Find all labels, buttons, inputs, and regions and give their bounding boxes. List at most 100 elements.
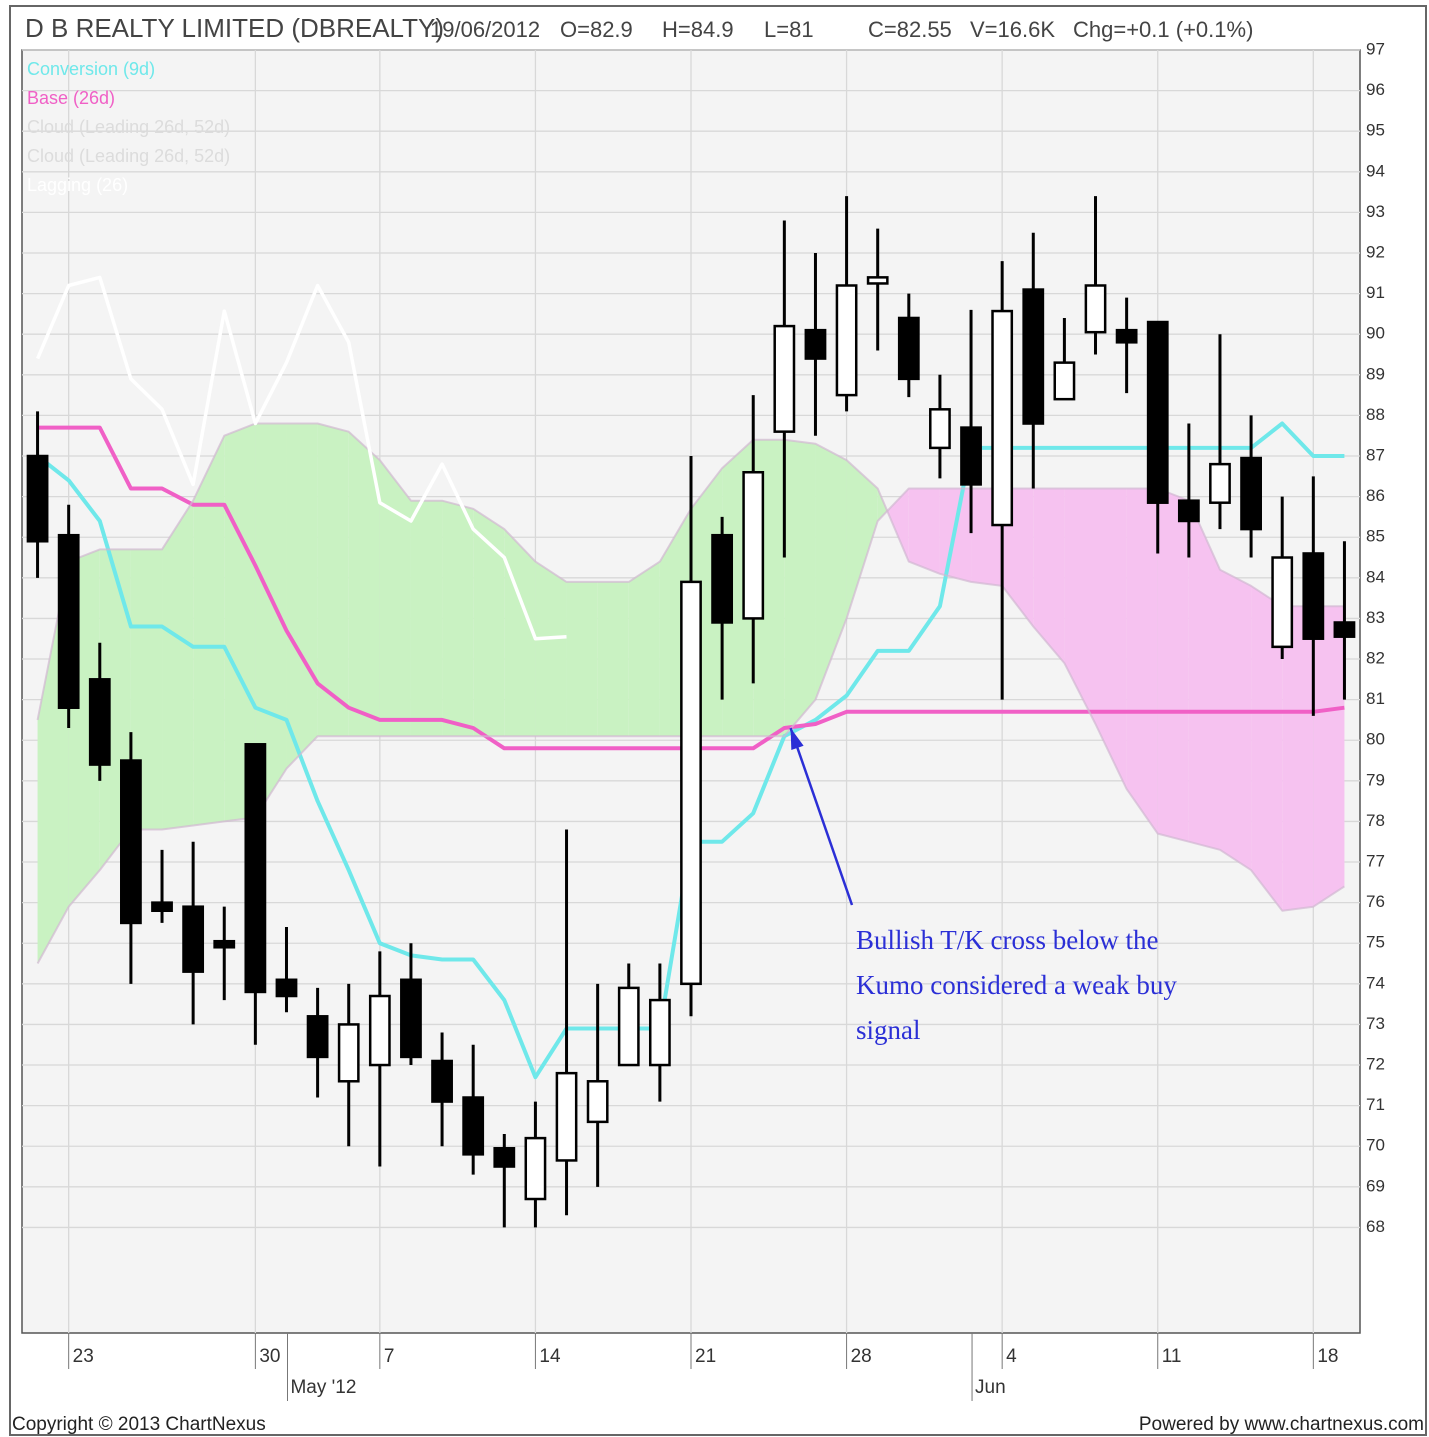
y-tick-label: 79 — [1366, 770, 1385, 789]
y-tick-label: 86 — [1366, 486, 1385, 505]
candle-body — [1084, 284, 1107, 334]
candle-body — [244, 743, 267, 994]
header-item: O=82.9 — [560, 17, 633, 42]
y-tick-label: 69 — [1366, 1176, 1385, 1195]
candle-body — [1240, 456, 1262, 531]
y-tick-label: 74 — [1366, 973, 1385, 992]
annotation-arrow — [789, 727, 854, 906]
y-tick-label: 81 — [1366, 689, 1385, 708]
candle-body — [586, 1080, 609, 1124]
header-item: 19/06/2012 — [430, 17, 540, 42]
cloud-fill — [442, 500, 474, 737]
cloud-fill — [162, 500, 194, 830]
candle-body — [680, 580, 702, 986]
cloud-fill — [628, 561, 660, 737]
annotation-arrowhead — [790, 728, 804, 751]
cloud-fill — [784, 439, 816, 737]
candle-body — [151, 901, 173, 912]
candle-body — [431, 1059, 453, 1103]
y-tick-label: 76 — [1366, 892, 1385, 911]
candle-body — [88, 678, 111, 766]
candle-body — [1115, 328, 1138, 344]
cloud-fill — [1313, 606, 1345, 907]
y-tick-label: 94 — [1366, 161, 1385, 180]
x-tick-label: 14 — [539, 1346, 561, 1367]
candle-body — [742, 471, 765, 620]
candles — [26, 196, 1356, 1228]
cloud-fill — [379, 460, 411, 737]
candle-body — [1302, 552, 1325, 640]
candle-body — [835, 284, 858, 397]
cloud-fill — [504, 529, 536, 737]
cloud-fill — [1188, 500, 1220, 850]
cloud-fill — [1126, 488, 1158, 834]
header-item: L=81 — [764, 17, 814, 42]
x-tick-label: 30 — [259, 1346, 280, 1367]
legend-entry: Cloud (Leading 26d, 52d) — [27, 117, 230, 137]
cloud-fill — [1157, 488, 1189, 842]
y-tick-label: 90 — [1366, 324, 1385, 343]
candle-body — [26, 454, 49, 543]
candle-body — [306, 1015, 329, 1059]
x-tick-label: 23 — [73, 1346, 94, 1367]
y-tick-label: 72 — [1366, 1055, 1385, 1074]
y-tick-label: 89 — [1366, 364, 1385, 383]
x-tick-label: 21 — [695, 1346, 716, 1367]
candle-body — [1053, 361, 1076, 401]
y-tick-label: 97 — [1366, 39, 1385, 58]
x-tick-label: 28 — [851, 1346, 872, 1367]
candle-body — [400, 978, 422, 1059]
header-item: Chg=+0.1 (+0.1%) — [1073, 17, 1253, 42]
cloud-fill — [410, 500, 443, 737]
cloud-fill — [348, 431, 380, 737]
y-tick-label: 92 — [1366, 242, 1385, 261]
y-tick-label: 82 — [1366, 649, 1385, 668]
labels: 6869707172737475767778798081828384858687… — [27, 39, 1385, 1401]
cloud-fill — [1282, 606, 1314, 911]
y-tick-label: 71 — [1366, 1095, 1385, 1114]
cloud-fill — [1095, 488, 1127, 789]
y-tick-label: 95 — [1366, 121, 1385, 140]
x-tick-label: 4 — [1006, 1346, 1017, 1367]
annotation-text: signal — [856, 1015, 921, 1045]
x-tick-label: 7 — [384, 1346, 395, 1367]
candle-body — [960, 426, 982, 486]
cloud-fill — [473, 508, 505, 737]
cloud-fill — [317, 423, 349, 737]
cloud-fill — [1064, 488, 1096, 724]
candle-body — [337, 1023, 360, 1083]
candle-body — [493, 1147, 516, 1168]
y-tick-label: 77 — [1366, 852, 1385, 871]
candle-body — [929, 408, 951, 450]
y-tick-label: 88 — [1366, 405, 1385, 424]
header-item: H=84.9 — [662, 17, 734, 42]
y-tick-label: 84 — [1366, 567, 1385, 586]
candle-body — [617, 986, 640, 1067]
candle-body — [1022, 288, 1045, 425]
annotation-text: Kumo considered a weak buy — [856, 970, 1177, 1000]
candle-body — [462, 1096, 485, 1156]
cloud-fill — [815, 443, 847, 700]
header-item: C=82.55 — [868, 17, 952, 42]
legend-entry: Conversion (9d) — [27, 59, 155, 79]
y-tick-label: 93 — [1366, 202, 1385, 221]
cloud-fill — [908, 488, 940, 574]
month-label: Jun — [975, 1377, 1006, 1398]
candle-body — [1146, 320, 1169, 504]
legend-entry: Lagging (26) — [27, 175, 128, 195]
annotation-text: Bullish T/K cross below the — [856, 925, 1159, 955]
candle-body — [773, 324, 796, 433]
candle-body — [648, 998, 671, 1067]
candle-body — [991, 309, 1014, 527]
candle-body — [368, 994, 391, 1067]
series-line — [35, 275, 567, 641]
candle-body — [275, 978, 298, 998]
y-tick-label: 83 — [1366, 608, 1385, 627]
candle-body — [555, 1071, 578, 1162]
y-tick-label: 87 — [1366, 445, 1385, 464]
candle-body — [866, 276, 889, 285]
legend-entry: Base (26d) — [27, 88, 115, 108]
candle-body — [182, 905, 205, 973]
y-tick-label: 85 — [1366, 527, 1385, 546]
